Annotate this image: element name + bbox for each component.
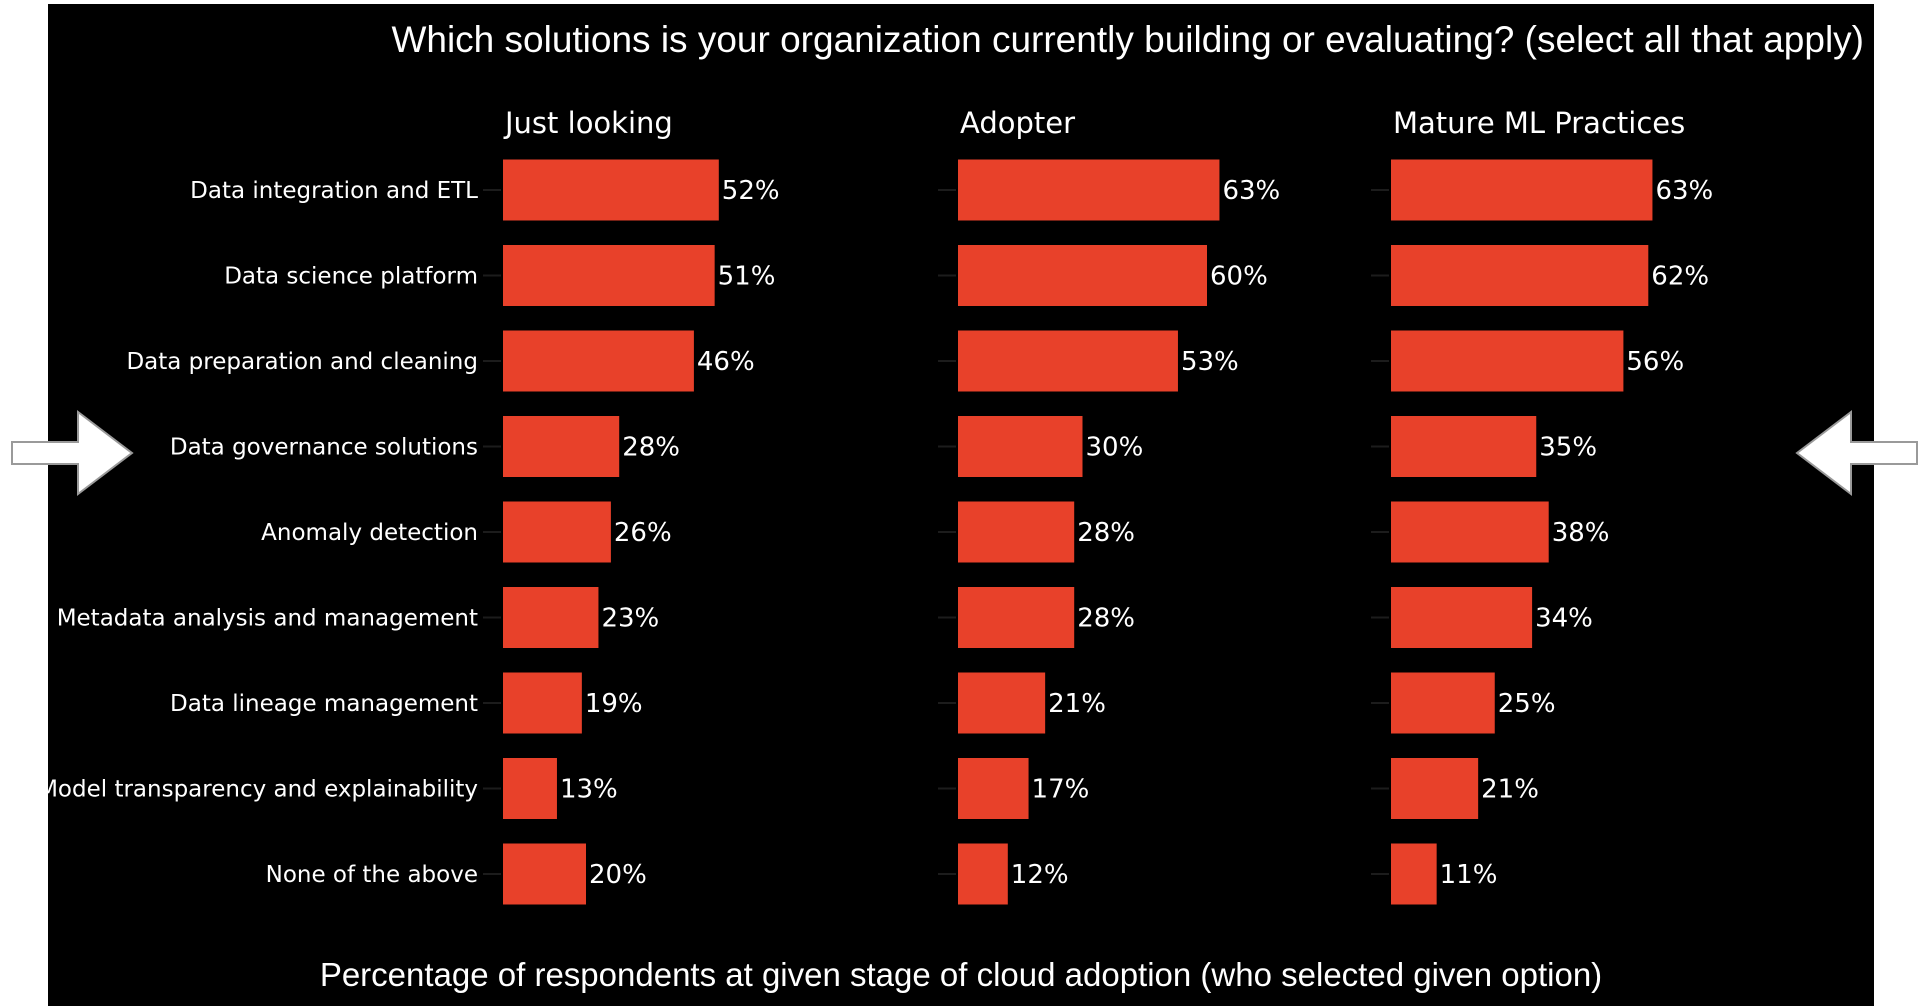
bar <box>958 245 1207 306</box>
category-label: Data lineage management <box>170 691 478 717</box>
data-label: 63% <box>1222 176 1280 206</box>
data-label: 34% <box>1535 604 1593 634</box>
data-label: 62% <box>1651 262 1709 292</box>
bar <box>1391 587 1533 648</box>
category-label: Data preparation and cleaning <box>126 349 478 375</box>
data-label: 30% <box>1086 433 1144 463</box>
bar <box>958 587 1075 648</box>
category-label: Model transparency and explainability <box>48 777 478 803</box>
data-label: 21% <box>1481 775 1539 805</box>
bar <box>503 330 694 392</box>
bar <box>503 587 599 648</box>
data-label: 28% <box>1077 604 1135 634</box>
panel-title: Adopter <box>960 106 1075 140</box>
data-label: 13% <box>560 775 618 805</box>
data-label: 51% <box>718 262 776 292</box>
x-axis-label: Percentage of respondents at given stage… <box>320 956 1602 993</box>
data-label: 20% <box>589 860 647 890</box>
category-label: Data governance solutions <box>170 435 478 461</box>
data-label: 38% <box>1552 518 1610 548</box>
panel-1: Adopter 63% 60% 53% 30% 28% 28% 21% 17% 12% <box>938 106 1280 905</box>
data-label: 60% <box>1210 262 1268 292</box>
bar <box>503 416 620 477</box>
bar <box>958 501 1075 563</box>
bar <box>1391 159 1653 221</box>
chart-title: Which solutions is your organization cur… <box>391 19 1864 60</box>
data-label: 28% <box>1077 518 1135 548</box>
data-label: 63% <box>1655 176 1713 206</box>
bar <box>503 501 611 563</box>
bar <box>503 672 582 734</box>
data-label: 56% <box>1626 347 1684 377</box>
bar <box>958 330 1178 392</box>
data-label: 23% <box>601 604 659 634</box>
left-pointing-arrow-icon <box>1795 409 1918 497</box>
data-label: 28% <box>622 433 680 463</box>
bar <box>503 843 586 905</box>
data-label: 35% <box>1539 433 1597 463</box>
panel-title: Just looking <box>503 106 673 140</box>
data-label: 19% <box>585 689 643 719</box>
bar <box>503 159 719 221</box>
data-label: 25% <box>1498 689 1556 719</box>
data-label: 26% <box>614 518 672 548</box>
chart-panels: Just looking 52% 51% 46% 28% 26% 23% 19% 13% 20% A… <box>483 106 1713 905</box>
bar <box>503 758 557 819</box>
panel-0: Just looking 52% 51% 46% 28% 26% 23% 19% 13% 20% <box>483 106 780 905</box>
bar <box>958 159 1220 221</box>
data-label: 52% <box>722 176 780 206</box>
data-label: 12% <box>1011 860 1069 890</box>
data-label: 17% <box>1032 775 1090 805</box>
category-label: None of the above <box>266 862 478 888</box>
bar <box>1391 672 1495 734</box>
category-label: Anomaly detection <box>261 520 478 546</box>
panel-2: Mature ML Practices 63% 62% 56% 35% 38% 34% 25%… <box>1371 106 1713 905</box>
bar <box>1391 245 1649 306</box>
bar <box>1391 416 1537 477</box>
bar <box>1391 501 1549 563</box>
bar <box>958 843 1008 905</box>
bar <box>958 758 1029 819</box>
category-labels: Data integration and ETL Data science pla… <box>48 178 478 888</box>
data-label: 53% <box>1181 347 1239 377</box>
bar <box>503 245 715 306</box>
bar <box>958 672 1046 734</box>
category-label: Data integration and ETL <box>190 178 478 204</box>
bar <box>1391 843 1437 905</box>
bar <box>958 416 1083 477</box>
right-pointing-arrow-icon <box>11 409 134 497</box>
bar-chart: Which solutions is your organization cur… <box>48 19 1864 993</box>
bar <box>1391 758 1479 819</box>
panel-title: Mature ML Practices <box>1393 106 1685 140</box>
data-label: 46% <box>697 347 755 377</box>
category-label: Metadata analysis and management <box>57 606 478 632</box>
bar <box>1391 330 1624 392</box>
chart-canvas: Which solutions is your organization cur… <box>48 4 1874 1006</box>
data-label: 21% <box>1048 689 1106 719</box>
data-label: 11% <box>1440 860 1498 890</box>
category-label: Data science platform <box>224 264 478 290</box>
